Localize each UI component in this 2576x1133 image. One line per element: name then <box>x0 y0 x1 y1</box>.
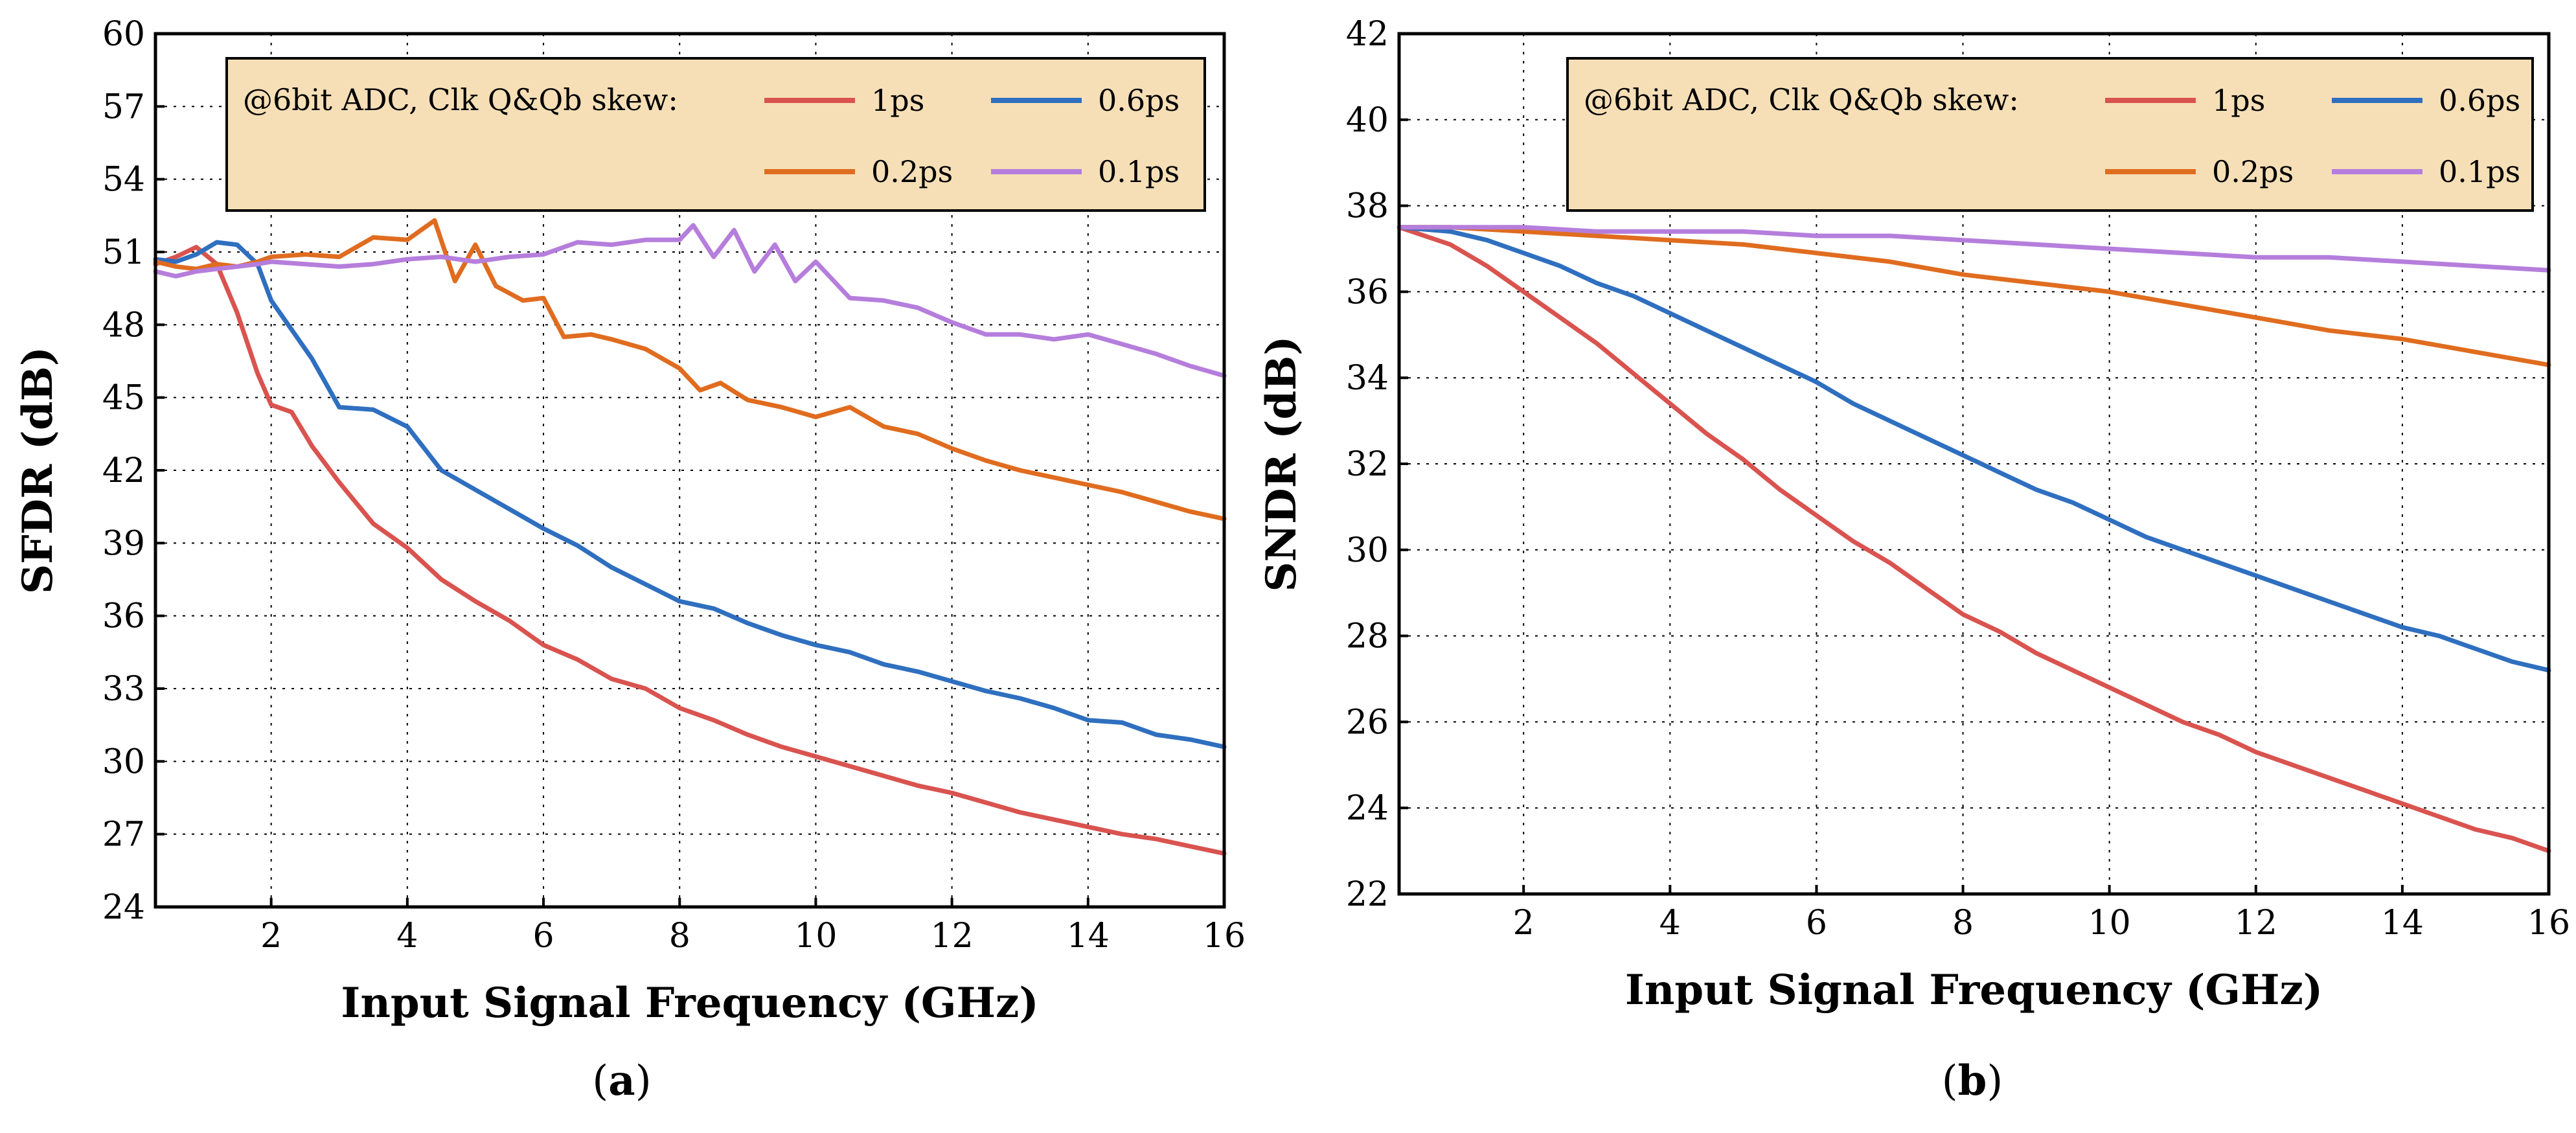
x-tick-label: 12 <box>2235 904 2277 943</box>
x-tick-label: 4 <box>1659 904 1681 943</box>
x-tick-label: 10 <box>794 917 837 956</box>
y-tick-label: 48 <box>102 306 145 345</box>
y-tick-label: 60 <box>102 15 145 54</box>
x-tick-label: 16 <box>2527 904 2570 943</box>
y-tick-label: 40 <box>1346 101 1389 140</box>
x-tick-label: 14 <box>2381 904 2424 943</box>
x-tick-label: 8 <box>1952 904 1974 943</box>
y-tick-label: 45 <box>102 379 145 418</box>
y-tick-label: 42 <box>1346 15 1389 54</box>
y-tick-label: 39 <box>102 524 145 563</box>
y-tick-label: 36 <box>1346 273 1389 312</box>
series-line-0_6ps <box>153 240 1227 750</box>
x-tick-label: 4 <box>396 917 418 956</box>
y-tick-label: 33 <box>102 670 145 709</box>
y-tick-label: 28 <box>1346 617 1389 656</box>
x-tick-label: 6 <box>532 917 554 956</box>
legend-box <box>225 57 1206 212</box>
y-tick-label: 22 <box>1346 875 1389 914</box>
legend-title: @6bit ADC, Clk Q&Qb skew: <box>1584 82 2019 117</box>
series-line-1ps <box>153 245 1227 856</box>
plot-frame <box>1397 32 2551 896</box>
y-tick-label: 36 <box>102 597 145 636</box>
y-tick-label: 38 <box>1346 187 1389 226</box>
y-tick-label: 32 <box>1346 445 1389 484</box>
x-tick-label: 6 <box>1806 904 1827 943</box>
series-line-0_6ps <box>1396 225 2551 673</box>
y-tick-label: 54 <box>102 161 145 200</box>
series-line-0_2ps <box>1396 225 2551 367</box>
legend-label: 0.6ps <box>1098 83 1180 118</box>
series-line-0_2ps <box>153 218 1227 521</box>
y-axis-title: SFDR (dB) <box>14 347 62 594</box>
series-group <box>1396 225 2551 854</box>
x-tick-label: 10 <box>2088 904 2131 943</box>
x-tick-label: 14 <box>1067 917 1110 956</box>
legend-label: 0.1ps <box>1098 154 1180 189</box>
panel-caption: (a) <box>592 1057 651 1105</box>
y-tick-label: 24 <box>102 888 145 927</box>
x-tick-label: 16 <box>1203 917 1246 956</box>
series-line-0_1ps <box>1396 225 2551 273</box>
y-tick-label: 30 <box>102 742 145 781</box>
legend-label: 0.2ps <box>871 154 953 189</box>
legend-label: 0.1ps <box>2439 154 2520 189</box>
series-group <box>153 218 1227 856</box>
y-tick-label: 27 <box>102 816 145 854</box>
x-tick-label: 2 <box>260 917 282 956</box>
plot-frame <box>154 32 1226 909</box>
legend-label: 1ps <box>871 83 924 118</box>
series-line-1ps <box>1396 225 2551 854</box>
panel-caption: (b) <box>1942 1057 2003 1105</box>
y-tick-label: 57 <box>102 87 145 126</box>
x-tick-label: 2 <box>1513 904 1534 943</box>
y-tick-label: 51 <box>102 233 145 272</box>
chart-panel-b: 2 4 6 8 10 12 14 162224262830323436384042@6bit … <box>1257 15 2570 1105</box>
y-tick-label: 24 <box>1346 789 1389 828</box>
legend-label: 0.6ps <box>2439 83 2520 118</box>
legend-label: 0.2ps <box>2212 154 2294 189</box>
y-tick-label: 42 <box>102 452 145 490</box>
series-line-0_1ps <box>153 223 1227 378</box>
x-axis-title: Input Signal Frequency (GHz) <box>1625 966 2323 1014</box>
y-tick-label: 30 <box>1346 531 1389 570</box>
x-tick-label: 12 <box>931 917 974 956</box>
y-tick-label: 34 <box>1346 359 1389 398</box>
chart-panel-a: 2 4 6 8 10 12 14 1624273033363942454851545760@6… <box>14 15 1246 1105</box>
y-tick-label: 26 <box>1346 703 1389 742</box>
legend-box <box>1566 57 2534 212</box>
legend-title: @6bit ADC, Clk Q&Qb skew: <box>243 82 678 117</box>
y-axis-title: SNDR (dB) <box>1257 336 1306 591</box>
x-tick-label: 8 <box>669 917 690 956</box>
legend-label: 1ps <box>2212 83 2265 118</box>
x-axis-title: Input Signal Frequency (GHz) <box>341 979 1038 1027</box>
